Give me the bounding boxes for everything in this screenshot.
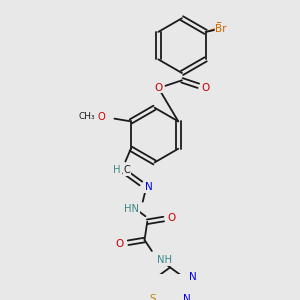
- Text: O: O: [116, 239, 124, 249]
- Text: CH₃: CH₃: [79, 112, 95, 121]
- Text: S: S: [150, 294, 157, 300]
- Text: NH: NH: [157, 255, 172, 265]
- Text: Br: Br: [216, 22, 228, 32]
- Text: O: O: [202, 82, 210, 93]
- Text: N: N: [145, 182, 153, 192]
- Text: N: N: [183, 294, 191, 300]
- Text: HN: HN: [124, 204, 139, 214]
- Text: C: C: [124, 165, 130, 175]
- Text: O: O: [168, 213, 176, 223]
- Text: Br: Br: [215, 24, 227, 34]
- Text: H: H: [113, 165, 121, 175]
- Text: N: N: [189, 272, 197, 282]
- Text: O: O: [154, 82, 162, 93]
- Text: O: O: [98, 112, 106, 122]
